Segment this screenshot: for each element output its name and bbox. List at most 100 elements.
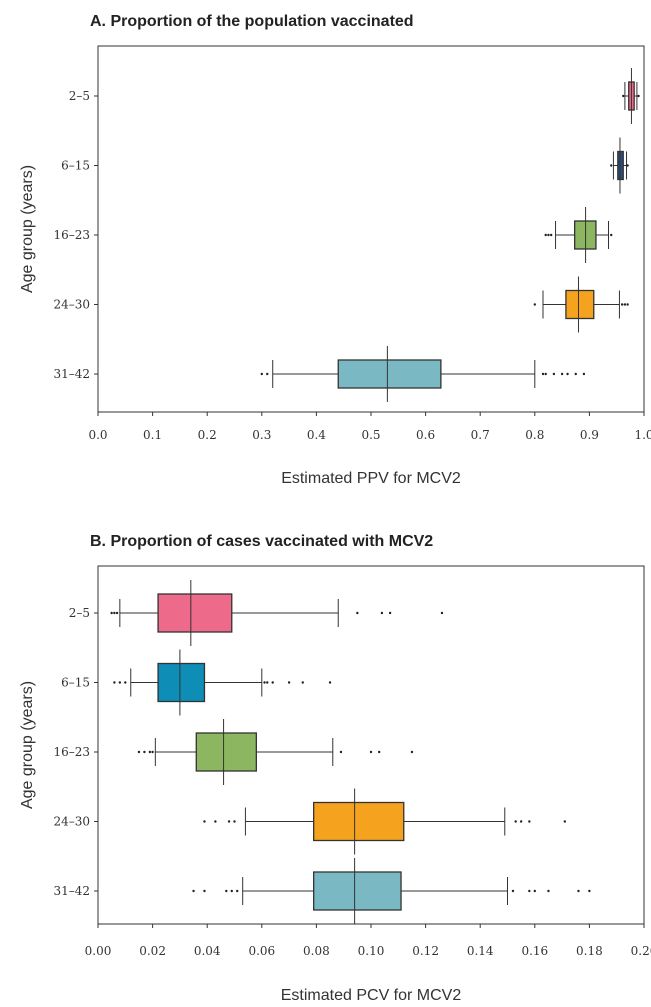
outlier-point — [637, 94, 640, 98]
y-tick-label: 2–5 — [69, 89, 90, 103]
outlier-point — [610, 233, 613, 237]
box — [157, 593, 233, 633]
outlier-point — [511, 889, 515, 893]
x-tick-label: 0.8 — [525, 428, 544, 442]
outlier-point — [192, 889, 195, 893]
x-tick-label: 0.7 — [471, 428, 490, 442]
panel-a-x-axis: 0.0 0.1 0.2 0.3 0.4 0.5 0.6 0.7 0.8 0.9 1.0 — [88, 412, 651, 442]
outlier-point — [552, 372, 556, 376]
x-tick-label: 0.14 — [467, 944, 494, 958]
outlier-point — [225, 889, 228, 893]
outlier-point — [533, 889, 536, 893]
outlier-point — [560, 372, 564, 376]
outlier-point — [514, 820, 517, 823]
outlier-point — [549, 233, 553, 237]
x-tick-label: 0.1 — [143, 428, 162, 442]
box — [195, 732, 257, 772]
outlier-point — [203, 820, 206, 823]
outlier-point — [301, 681, 304, 684]
panel-b-y-axis: 2–5 6–15 16–23 24–30 31–42 — [53, 606, 98, 898]
x-tick-label: 0.16 — [521, 944, 548, 958]
x-tick-label: 0.4 — [307, 428, 326, 442]
panel-a-y-axis-title: Age group (years) — [19, 165, 36, 293]
outlier-point — [541, 372, 545, 376]
x-tick-label: 0.20 — [631, 944, 651, 958]
box-group — [110, 580, 444, 646]
panel-a-y-axis: 2–5 6–15 16–23 24–30 31–42 — [53, 89, 98, 381]
panel-a: A. Proportion of the population vaccinat… — [19, 13, 651, 487]
y-tick-label: 16–23 — [53, 228, 90, 242]
box-group — [622, 68, 640, 124]
y-tick-label: 2–5 — [69, 606, 90, 620]
outlier-point — [563, 820, 567, 823]
outlier-point — [263, 681, 266, 684]
outlier-point — [544, 372, 547, 376]
outlier-point — [230, 889, 233, 893]
outlier-point — [626, 303, 629, 306]
outlier-point — [137, 750, 141, 754]
y-tick-label: 31–42 — [53, 367, 90, 381]
box-group — [533, 276, 629, 333]
outlier-point — [143, 750, 146, 754]
outlier-point — [236, 889, 239, 893]
y-tick-label: 6–15 — [61, 159, 90, 173]
panel-b-y-axis-title: Age group (years) — [19, 681, 36, 809]
outlier-point — [410, 750, 414, 754]
x-tick-label: 0.2 — [198, 428, 217, 442]
outlier-point — [519, 820, 523, 823]
x-tick-label: 0.08 — [303, 944, 330, 958]
panel-b-x-axis: 0.00 0.02 0.04 0.06 0.08 0.10 0.12 0.14 0.16 0.18… — [85, 924, 651, 958]
panel-b: B. Proportion of cases vaccinated with M… — [19, 533, 651, 1004]
box — [313, 801, 405, 842]
panel-a-title: A. Proportion of the population vaccinat… — [90, 13, 414, 30]
panel-a-boxes — [260, 68, 640, 402]
panel-b-title: B. Proportion of cases vaccinated with M… — [90, 533, 433, 550]
box-group — [544, 207, 613, 263]
box-group — [113, 649, 332, 716]
box-group — [137, 719, 414, 785]
y-tick-label: 16–23 — [53, 745, 90, 759]
x-tick-label: 0.04 — [194, 944, 221, 958]
outlier-point — [118, 681, 122, 684]
outlier-point — [271, 681, 274, 684]
outlier-point — [266, 372, 269, 376]
x-tick-label: 0.6 — [416, 428, 435, 442]
outlier-point — [233, 820, 236, 823]
outlier-point — [440, 611, 444, 615]
x-tick-label: 0.12 — [412, 944, 439, 958]
x-tick-label: 0.00 — [85, 944, 112, 958]
outlier-point — [380, 611, 384, 615]
outlier-point — [610, 164, 613, 167]
outlier-point — [588, 889, 591, 893]
outlier-point — [528, 820, 531, 823]
x-tick-label: 0.10 — [358, 944, 385, 958]
x-tick-label: 1.0 — [634, 428, 651, 442]
box — [313, 871, 402, 911]
outlier-point — [547, 889, 550, 893]
outlier-point — [547, 233, 550, 237]
outlier-point — [151, 750, 154, 754]
outlier-point — [115, 611, 119, 615]
outlier-point — [626, 164, 629, 167]
outlier-point — [148, 750, 152, 754]
outlier-point — [227, 820, 231, 823]
outlier-point — [339, 750, 343, 754]
outlier-point — [577, 889, 580, 893]
outlier-point — [203, 889, 206, 893]
box-group — [203, 788, 567, 855]
outlier-point — [113, 611, 116, 615]
outlier-point — [113, 681, 116, 684]
box — [565, 289, 595, 320]
outlier-point — [266, 681, 269, 684]
x-tick-label: 0.5 — [361, 428, 380, 442]
outlier-point — [533, 303, 536, 306]
outlier-point — [388, 611, 392, 615]
box — [337, 359, 442, 389]
outlier-point — [622, 94, 625, 98]
outlier-point — [369, 750, 373, 754]
y-tick-label: 6–15 — [61, 676, 90, 690]
x-tick-label: 0.02 — [139, 944, 166, 958]
box-group — [192, 858, 591, 924]
box-group — [610, 137, 629, 194]
